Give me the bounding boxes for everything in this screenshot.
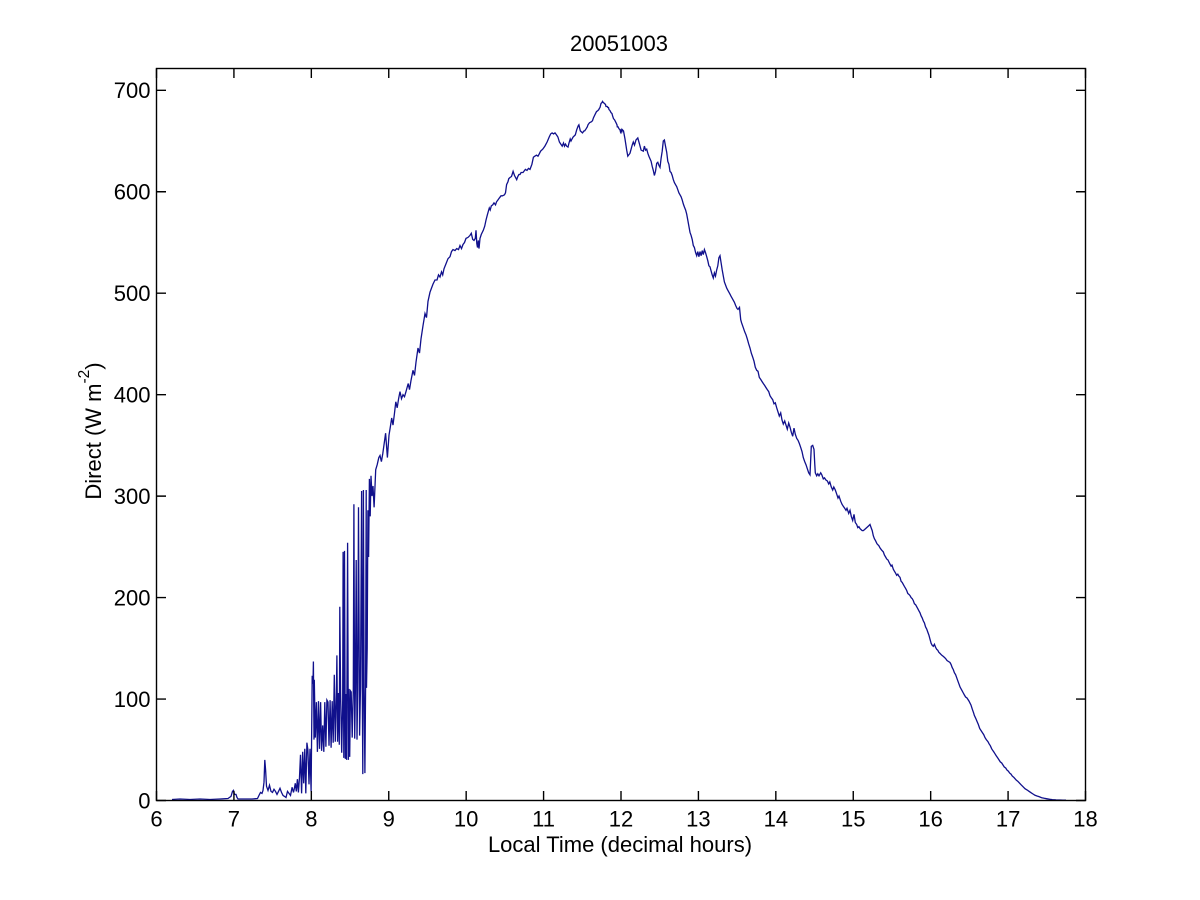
svg-text:10: 10 [454, 807, 478, 832]
svg-text:17: 17 [996, 807, 1020, 832]
svg-text:16: 16 [918, 807, 942, 832]
svg-text:14: 14 [764, 807, 788, 832]
svg-text:11: 11 [532, 807, 555, 832]
svg-text:0: 0 [138, 788, 150, 813]
svg-text:100: 100 [114, 687, 151, 712]
svg-text:15: 15 [841, 807, 865, 832]
svg-text:12: 12 [609, 807, 633, 832]
svg-text:300: 300 [114, 484, 151, 509]
svg-text:Direct (W m-2): Direct (W m-2) [76, 362, 106, 499]
svg-text:Local Time (decimal hours): Local Time (decimal hours) [488, 832, 752, 857]
svg-text:400: 400 [114, 382, 151, 407]
svg-text:500: 500 [114, 281, 151, 306]
svg-text:8: 8 [305, 807, 317, 832]
svg-text:7: 7 [228, 807, 240, 832]
svg-text:20051003: 20051003 [570, 31, 668, 56]
svg-text:9: 9 [383, 807, 395, 832]
svg-text:6: 6 [150, 807, 162, 832]
svg-text:700: 700 [114, 78, 151, 103]
svg-text:13: 13 [686, 807, 710, 832]
svg-text:600: 600 [114, 179, 151, 204]
svg-text:200: 200 [114, 585, 151, 610]
svg-text:18: 18 [1073, 807, 1097, 832]
